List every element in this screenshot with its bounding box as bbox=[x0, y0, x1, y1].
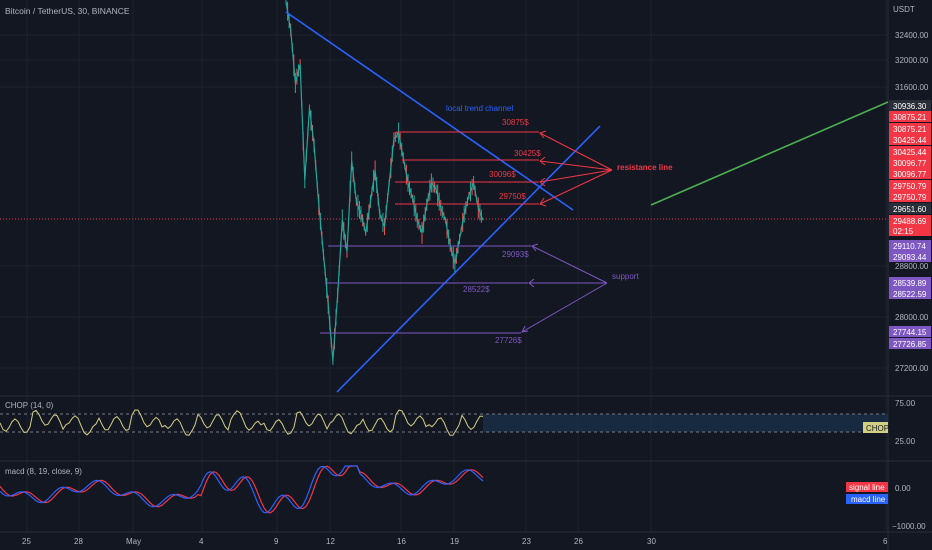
price-badge bbox=[889, 251, 931, 262]
price-badge-label: 30875.21 bbox=[893, 125, 927, 134]
chop-tick-label: 25.00 bbox=[895, 437, 916, 446]
chop-panel-title[interactable]: CHOP (14, 0) bbox=[5, 401, 54, 410]
time-tick-label: May bbox=[126, 537, 141, 546]
support-level-label: 29093$ bbox=[502, 250, 529, 259]
price-badge-label: 27726.85 bbox=[893, 340, 927, 349]
signal-line-legend bbox=[846, 482, 888, 492]
signal-line-legend-label: signal line bbox=[849, 483, 885, 492]
price-tick-label: 28000.00 bbox=[895, 313, 929, 322]
price-tick-label: 31600.00 bbox=[895, 83, 929, 92]
price-badge-label: 29651.60 bbox=[893, 205, 927, 214]
macd-tick-label: 0.00 bbox=[895, 484, 911, 493]
price-badge-label: 30096.77 bbox=[893, 170, 927, 179]
trend-channel-label: local trend channel bbox=[446, 104, 513, 113]
support-arrows bbox=[521, 243, 608, 333]
price-tick-label: 27200.00 bbox=[895, 364, 929, 373]
macd-tick-label: −1000.00 bbox=[892, 522, 926, 531]
support-levels: 29093$ 28522$ 27726$ bbox=[320, 245, 531, 345]
price-axis[interactable]: USDT 32400.00 32000.00 31600.00 28800.00… bbox=[889, 5, 931, 373]
time-tick-label: 19 bbox=[450, 537, 459, 546]
price-badge bbox=[889, 277, 931, 288]
trendline-lower[interactable] bbox=[336, 125, 601, 393]
projection-line[interactable] bbox=[650, 101, 889, 206]
horizontal-grid bbox=[0, 34, 888, 369]
time-tick-label: 4 bbox=[199, 537, 204, 546]
currency-label: USDT bbox=[893, 5, 915, 14]
price-badge bbox=[889, 180, 931, 191]
price-badge-label: 28522.59 bbox=[893, 290, 927, 299]
resistance-levels: 30875$ 30425$ 30096$ 29750$ bbox=[395, 118, 541, 205]
support-annotation: support bbox=[612, 272, 639, 281]
price-badge-label: 30425.44 bbox=[893, 148, 927, 157]
price-badges: 30936.30 30875.21 30875.21 30425.44 30425.44… bbox=[889, 100, 931, 349]
price-badge-label: 30096.77 bbox=[893, 159, 927, 168]
chop-tick-label: 75.00 bbox=[895, 399, 916, 408]
price-badge bbox=[889, 123, 931, 134]
price-badge-label: 27744.15 bbox=[893, 328, 927, 337]
time-axis[interactable]: 25 28 May 4 9 12 16 19 23 26 30 6 bbox=[22, 537, 888, 546]
symbol-title[interactable]: Bitcoin / TetherUS, 30, BINANCE bbox=[5, 6, 130, 16]
chop-badge bbox=[863, 422, 888, 433]
price-badge bbox=[889, 168, 931, 179]
chop-badge-label: CHOP bbox=[866, 424, 889, 433]
price-badge bbox=[889, 225, 931, 236]
resistance-annotation: resistance line bbox=[617, 163, 673, 172]
time-tick-label: 16 bbox=[397, 537, 406, 546]
price-badge bbox=[889, 146, 931, 157]
price-badge bbox=[889, 215, 931, 226]
price-tick-label: 28800.00 bbox=[895, 262, 929, 271]
resistance-level-label: 29750$ bbox=[499, 192, 526, 201]
time-tick-label: 6 bbox=[883, 537, 888, 546]
price-badge-label: 29750.79 bbox=[893, 193, 927, 202]
time-tick-label: 9 bbox=[274, 537, 279, 546]
price-badge-label: 30936.30 bbox=[893, 102, 927, 111]
price-badge bbox=[889, 100, 931, 111]
price-badge-label: 28539.89 bbox=[893, 279, 927, 288]
time-tick-label: 25 bbox=[22, 537, 31, 546]
time-tick-label: 12 bbox=[326, 537, 335, 546]
price-badge bbox=[889, 288, 931, 299]
price-badge bbox=[889, 338, 931, 349]
resistance-level-label: 30425$ bbox=[514, 149, 541, 158]
support-level-label: 27726$ bbox=[495, 336, 522, 345]
price-badge bbox=[889, 157, 931, 168]
price-tick-label: 32400.00 bbox=[895, 31, 929, 40]
time-tick-label: 30 bbox=[647, 537, 656, 546]
price-badge-label: 30875.21 bbox=[893, 113, 927, 122]
price-badge-label: 29750.79 bbox=[893, 182, 927, 191]
chop-series-line bbox=[0, 409, 484, 436]
price-badge bbox=[889, 326, 931, 337]
macd-line bbox=[0, 465, 484, 514]
price-series-line bbox=[285, 1, 484, 362]
price-badge bbox=[889, 111, 931, 122]
price-badge-label: 29488.69 bbox=[893, 217, 927, 226]
price-badge-label: 30425.44 bbox=[893, 136, 927, 145]
price-badge bbox=[889, 191, 931, 202]
price-badge bbox=[889, 240, 931, 251]
price-badge-label: 29110.74 bbox=[893, 242, 926, 251]
price-badge bbox=[889, 134, 931, 145]
macd-panel-title[interactable]: macd (8, 19, close, 9) bbox=[5, 467, 82, 476]
time-tick-label: 28 bbox=[74, 537, 83, 546]
time-tick-label: 23 bbox=[522, 537, 531, 546]
price-badge-label: 29093.44 bbox=[893, 253, 927, 262]
price-tick-label: 32000.00 bbox=[895, 56, 929, 65]
support-level-label: 28522$ bbox=[463, 285, 490, 294]
resistance-level-label: 30875$ bbox=[502, 118, 529, 127]
macd-signal-line bbox=[0, 465, 484, 514]
resistance-level-label: 30096$ bbox=[489, 170, 516, 179]
time-tick-label: 26 bbox=[574, 537, 583, 546]
macd-line-legend-label: macd line bbox=[851, 495, 886, 504]
resistance-arrows bbox=[539, 130, 613, 207]
price-badge-label: 02:15 bbox=[893, 227, 914, 236]
macd-line-legend bbox=[846, 494, 888, 504]
trendline-upper[interactable] bbox=[285, 11, 574, 211]
chop-band bbox=[483, 414, 888, 432]
price-badge bbox=[889, 203, 931, 214]
